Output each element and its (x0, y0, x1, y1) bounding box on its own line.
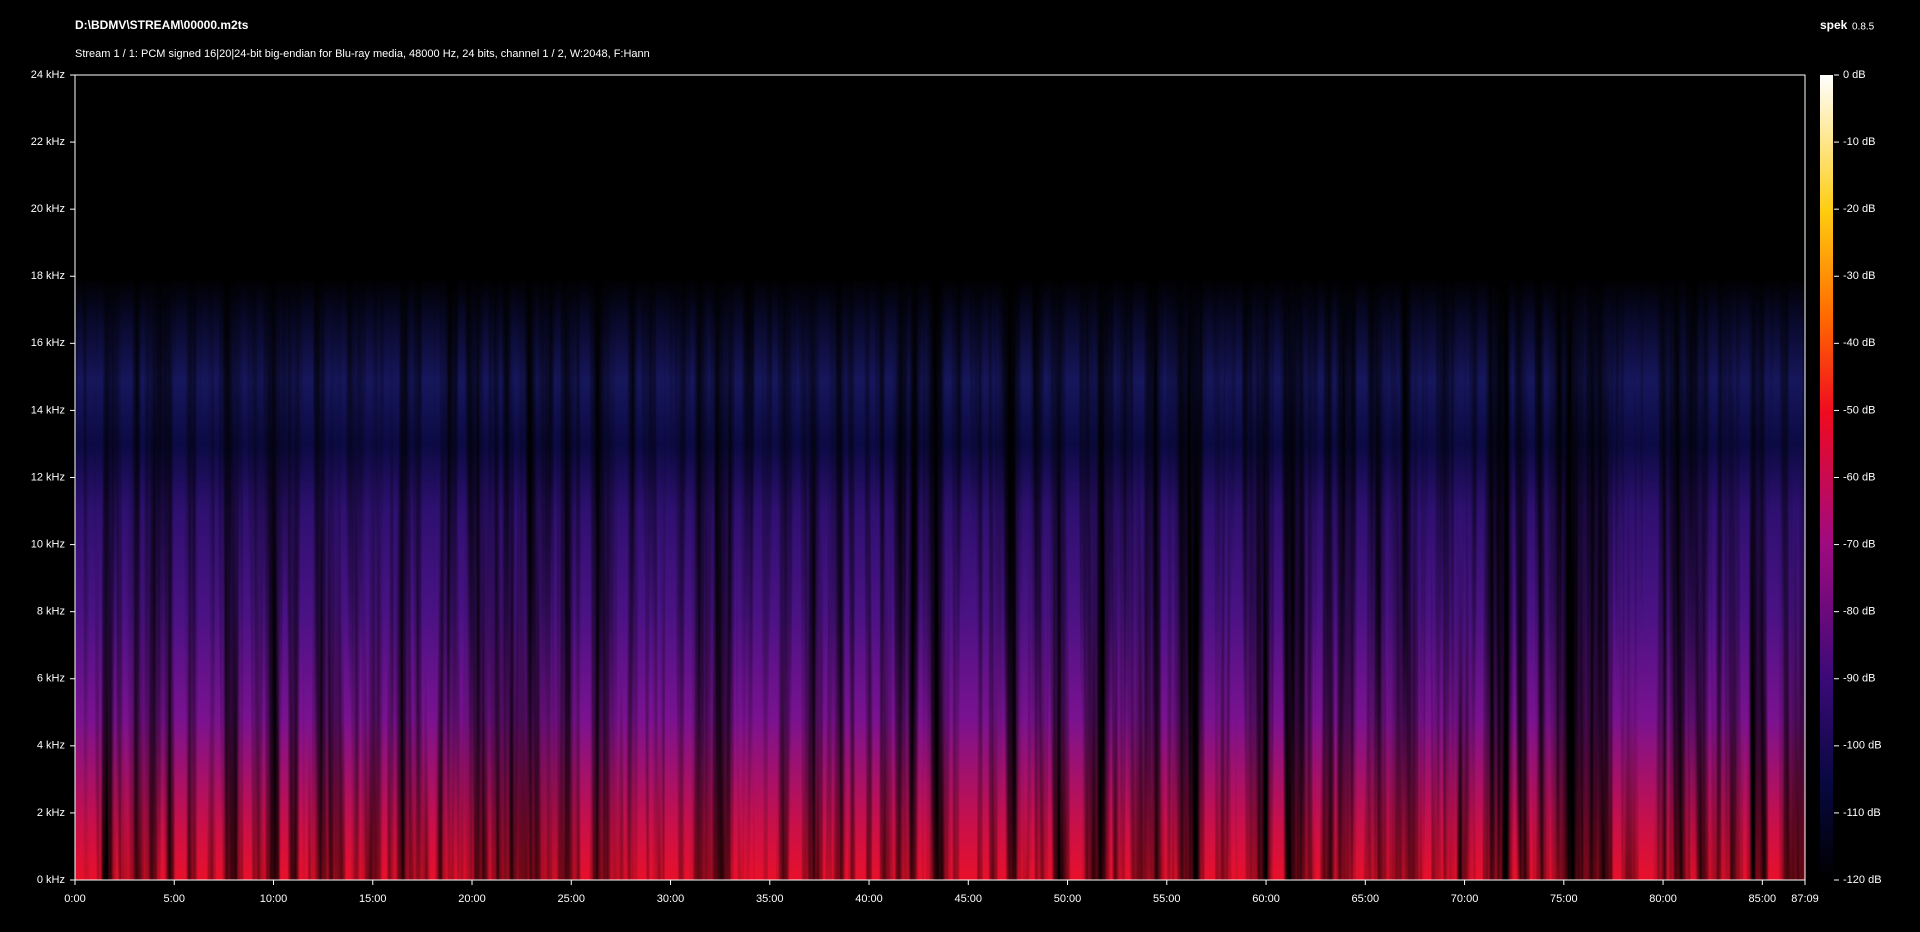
colorbar-tick-label: -70 dB (1843, 538, 1875, 550)
x-tick-label: 10:00 (260, 893, 288, 905)
colorbar-tick-label: -90 dB (1843, 673, 1875, 685)
app-name: spek (1820, 18, 1848, 32)
colorbar-tick-label: -110 dB (1843, 807, 1881, 819)
y-tick-label: 0 kHz (37, 874, 65, 886)
colorbar-tick-label: -10 dB (1843, 136, 1875, 148)
y-tick-label: 8 kHz (37, 606, 65, 618)
x-tick-label: 50:00 (1054, 893, 1082, 905)
x-tick-label: 5:00 (164, 893, 185, 905)
colorbar-tick-label: -80 dB (1843, 606, 1875, 618)
x-tick-label: 0:00 (64, 893, 85, 905)
y-tick-label: 18 kHz (31, 270, 65, 282)
y-tick-label: 2 kHz (37, 807, 65, 819)
colorbar-tick-label: -20 dB (1843, 203, 1875, 215)
spectrogram (74, 74, 1806, 881)
colorbar-tick-label: 0 dB (1843, 69, 1866, 81)
x-tick-label: 20:00 (458, 893, 486, 905)
x-tick-label: 15:00 (359, 893, 387, 905)
y-tick-label: 4 kHz (37, 740, 65, 752)
colorbar-tick-label: -120 dB (1843, 874, 1882, 886)
colorbar (1820, 75, 1833, 880)
y-tick-label: 14 kHz (31, 404, 65, 416)
y-tick-label: 20 kHz (31, 203, 65, 215)
file-title: D:\BDMV\STREAM\00000.m2ts (75, 18, 249, 32)
x-tick-label: 87:09 (1791, 893, 1819, 905)
app-version: 0.8.5 (1852, 22, 1875, 33)
x-tick-label: 25:00 (558, 893, 586, 905)
colorbar-tick-label: -100 dB (1843, 740, 1882, 752)
x-tick-label: 65:00 (1352, 893, 1380, 905)
spectrogram-texture (75, 75, 1805, 880)
x-tick-label: 45:00 (955, 893, 983, 905)
y-tick-label: 10 kHz (31, 538, 65, 550)
colorbar-tick-label: -40 dB (1843, 337, 1875, 349)
colorbar-tick-label: -60 dB (1843, 471, 1875, 483)
x-tick-label: 30:00 (657, 893, 685, 905)
y-tick-label: 24 kHz (31, 69, 65, 81)
x-tick-label: 75:00 (1550, 893, 1578, 905)
y-tick-label: 22 kHz (31, 136, 65, 148)
x-tick-label: 85:00 (1749, 893, 1777, 905)
x-tick-label: 55:00 (1153, 893, 1181, 905)
x-tick-label: 60:00 (1252, 893, 1280, 905)
y-tick-label: 16 kHz (31, 337, 65, 349)
x-tick-label: 35:00 (756, 893, 784, 905)
colorbar-tick-label: -30 dB (1843, 270, 1875, 282)
x-tick-label: 40:00 (855, 893, 883, 905)
x-tick-label: 70:00 (1451, 893, 1479, 905)
x-tick-label: 80:00 (1649, 893, 1677, 905)
y-tick-label: 6 kHz (37, 673, 65, 685)
colorbar-tick-label: -50 dB (1843, 404, 1875, 416)
y-tick-label: 12 kHz (31, 471, 65, 483)
stream-info: Stream 1 / 1: PCM signed 16|20|24-bit bi… (75, 48, 650, 60)
